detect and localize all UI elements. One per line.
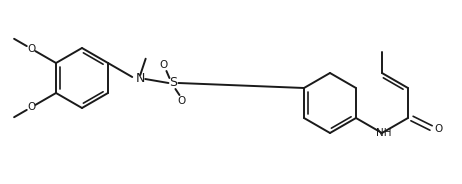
Text: O: O: [27, 102, 35, 112]
Text: O: O: [27, 44, 35, 54]
Text: N: N: [135, 72, 145, 86]
Text: O: O: [159, 60, 168, 70]
Text: NH: NH: [376, 128, 392, 138]
Text: O: O: [177, 96, 186, 106]
Text: O: O: [434, 123, 442, 134]
Text: S: S: [170, 77, 177, 89]
